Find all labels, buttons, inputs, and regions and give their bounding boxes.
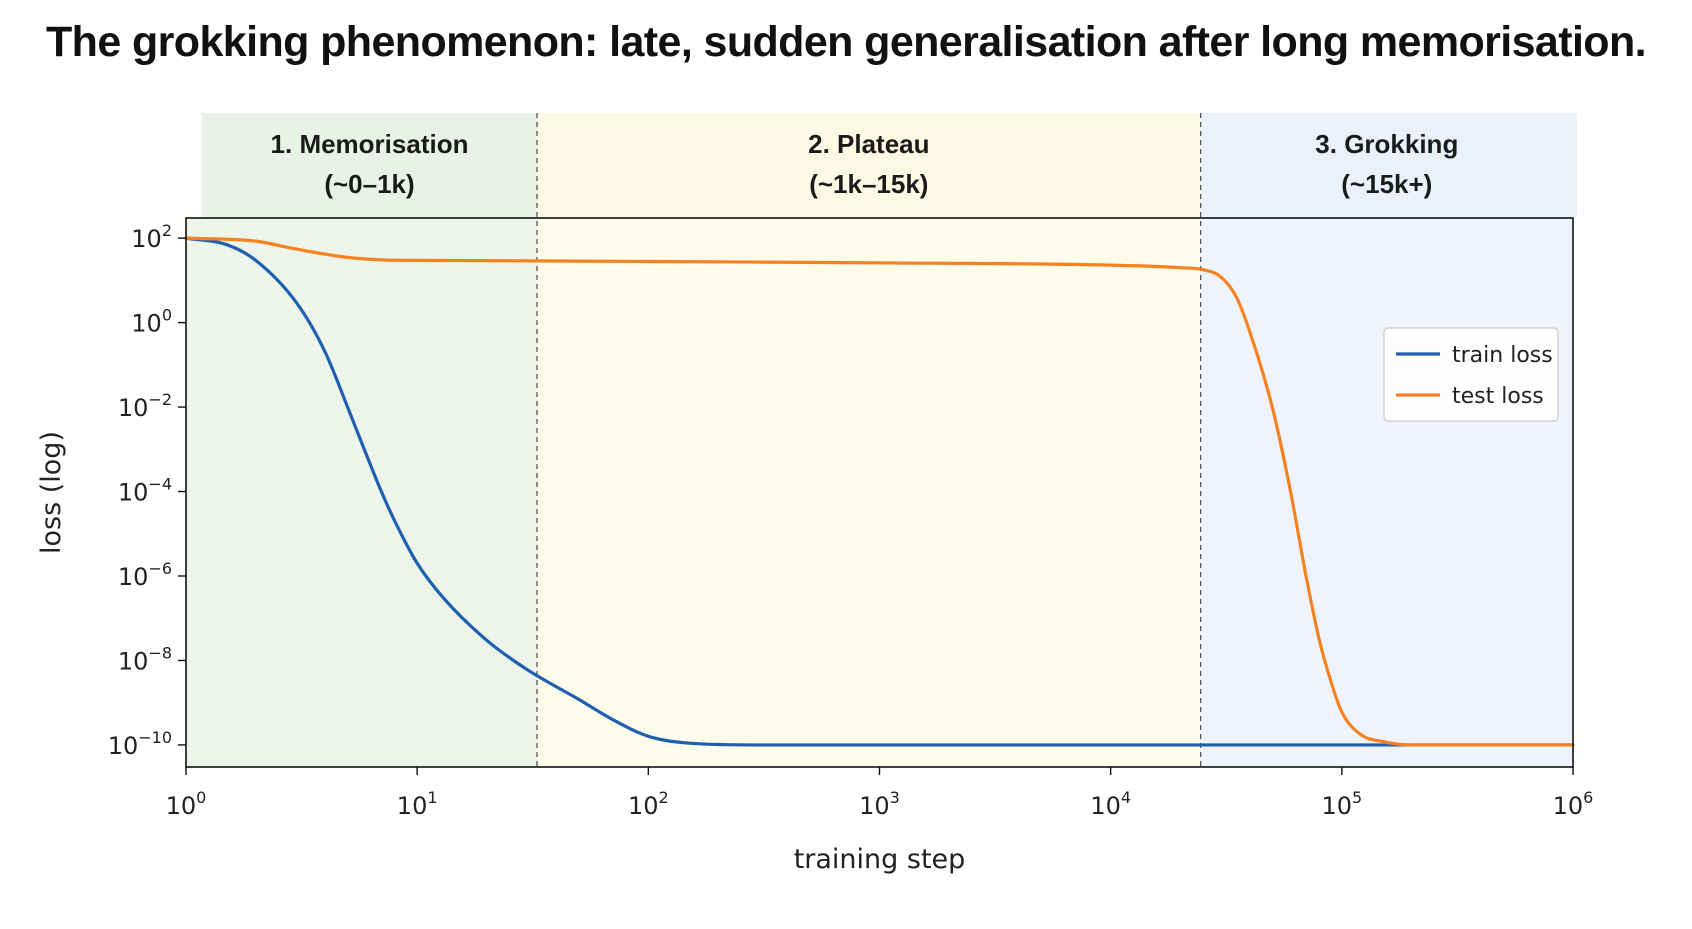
phase-header-1 [202, 113, 538, 218]
phase-label-2: 2. Plateau [808, 129, 929, 159]
series-line-test-loss [184, 236, 1575, 747]
phase-headers: 1. Memorisation (~0–1k) 2. Plateau (~1k–15k… [202, 113, 1577, 218]
y-tick-label: 100 [131, 306, 172, 338]
y-axis: 102 100 10−2 10−4 10−6 10−8 10−10 [108, 221, 186, 760]
x-axis: 100 101 102 103 104 105 106 [166, 767, 1594, 820]
y-tick-label: 10−8 [118, 643, 172, 675]
y-tick-label: 10−10 [108, 728, 172, 760]
phase-header-2 [537, 113, 1201, 218]
x-tick-label: 101 [397, 788, 438, 820]
legend-label-test-loss: test loss [1452, 384, 1544, 409]
x-tick-label: 106 [1553, 788, 1594, 820]
y-tick-label: 102 [131, 221, 172, 253]
phase-header-3 [1200, 113, 1577, 218]
x-tick-label: 104 [1090, 788, 1131, 820]
x-tick-label: 105 [1321, 788, 1362, 820]
y-tick-label: 10−4 [118, 475, 172, 507]
phase-band-1 [186, 218, 538, 767]
x-axis-title: training step [794, 844, 966, 875]
x-tick-label: 102 [628, 788, 669, 820]
phase-dividers [536, 113, 1202, 767]
y-tick-label: 10−6 [118, 559, 172, 591]
y-axis-title: loss (log) [36, 431, 67, 554]
phase-label-3: 3. Grokking [1315, 129, 1458, 159]
loss-series [184, 236, 1575, 747]
phase-bands [186, 218, 1573, 767]
y-tick-label: 10−2 [118, 390, 172, 422]
phase-range-3: (~15k+) [1341, 169, 1432, 199]
legend: train loss test loss [1383, 327, 1559, 422]
phase-label-1: 1. Memorisation [271, 129, 469, 159]
phase-band-2 [537, 218, 1201, 767]
phase-band-3 [1200, 218, 1573, 767]
series-line-train-loss [184, 236, 1575, 747]
chart-title: The grokking phenomenon: late, sudden ge… [46, 18, 1647, 66]
phase-range-2: (~1k–15k) [809, 169, 928, 199]
x-tick-label: 100 [166, 788, 207, 820]
legend-label-train-loss: train loss [1452, 343, 1553, 368]
legend-box [1383, 327, 1559, 422]
x-tick-label: 103 [859, 788, 900, 820]
phase-range-1: (~0–1k) [324, 169, 414, 199]
